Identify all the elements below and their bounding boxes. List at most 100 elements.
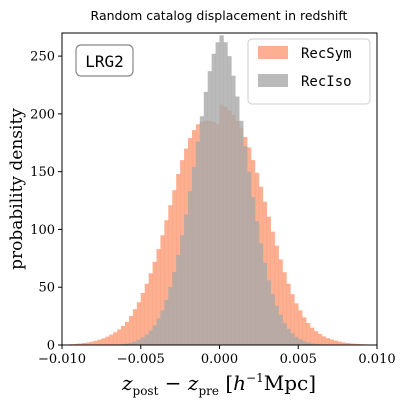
bar-recsym <box>140 293 145 345</box>
bar-recsym <box>321 336 327 345</box>
bar-recsym <box>298 310 303 345</box>
bar-recsym <box>97 339 102 345</box>
bar-recsym <box>89 341 94 345</box>
legend-label-recsym: RecSym <box>301 46 352 62</box>
y-axis-label: probability density <box>7 108 27 270</box>
bar-recsym <box>113 332 118 345</box>
x-label-unit-close: ] <box>308 371 316 395</box>
bar-reciso <box>266 280 271 345</box>
bar-reciso <box>294 336 299 345</box>
bar-reciso <box>199 116 205 345</box>
bar-recsym <box>274 245 279 345</box>
x-tick-label: 0.000 <box>201 352 238 367</box>
bar-reciso <box>262 262 268 345</box>
legend-label-reciso: RecIso <box>301 74 352 90</box>
y-tick-label: 0 <box>47 339 55 354</box>
bar-reciso <box>282 323 287 345</box>
y-tick-label: 100 <box>30 223 55 238</box>
x-label-minus: − <box>158 371 187 395</box>
x-tick-label: −0.010 <box>38 352 86 367</box>
bar-recsym <box>156 249 161 345</box>
bar-reciso <box>156 318 161 345</box>
x-tick-label: −0.005 <box>117 352 165 367</box>
bar-reciso <box>314 343 319 345</box>
bar-recsym <box>164 220 169 345</box>
bar-recsym <box>341 342 346 345</box>
annotation-box: LRG2 <box>75 44 134 77</box>
bar-recsym <box>333 340 338 345</box>
bar-reciso <box>191 167 197 345</box>
bar-reciso <box>247 171 252 345</box>
bar-recsym <box>314 331 319 345</box>
bar-reciso <box>148 330 153 345</box>
bar-recsym <box>85 342 90 345</box>
bar-recsym <box>306 323 311 345</box>
bar-recsym <box>148 273 153 345</box>
bar-recsym <box>302 317 307 345</box>
bar-recsym <box>109 334 114 345</box>
bar-reciso <box>207 71 212 345</box>
bar-recsym <box>101 338 106 345</box>
bar-recsym <box>325 338 331 345</box>
bar-recsym <box>172 190 177 345</box>
bar-reciso <box>219 35 224 346</box>
bar-recsym <box>294 303 299 345</box>
bar-reciso <box>270 294 275 345</box>
x-label-unit-open: [ <box>219 371 233 395</box>
bar-recsym <box>286 283 291 345</box>
bar-reciso <box>227 56 232 345</box>
bar-reciso <box>290 333 295 345</box>
x-label-var-1: z <box>121 371 133 395</box>
bar-reciso <box>164 299 169 345</box>
bar-recsym <box>144 283 149 345</box>
bar-recsym <box>310 327 315 345</box>
bar-recsym <box>278 259 283 345</box>
bar-reciso <box>302 340 307 345</box>
bar-recsym <box>77 343 82 345</box>
bar-reciso <box>140 337 145 345</box>
bar-recsym <box>349 343 354 345</box>
x-tick-label: 0.010 <box>358 352 395 367</box>
annotation-frame <box>75 44 134 77</box>
bar-recsym <box>117 329 122 345</box>
y-tick-label: 150 <box>30 165 55 180</box>
bar-recsym <box>290 294 295 345</box>
y-tick-label: 50 <box>38 281 55 296</box>
bars-layer <box>62 35 378 346</box>
annotation-label: LRG2 <box>85 52 124 71</box>
y-tick-label: 200 <box>30 107 55 122</box>
bar-recsym <box>81 343 86 345</box>
bar-recsym <box>128 316 134 345</box>
bar-recsym <box>152 261 157 345</box>
x-label-unit-mpc: Mpc <box>264 371 308 395</box>
bar-recsym <box>160 235 165 345</box>
series-reciso <box>105 35 338 346</box>
bar-reciso <box>132 341 138 345</box>
bar-reciso <box>243 146 248 345</box>
bar-reciso <box>172 272 177 345</box>
bar-recsym <box>353 343 358 345</box>
bar-recsym <box>105 336 110 345</box>
bar-recsym <box>73 343 79 345</box>
bar-reciso <box>306 342 311 345</box>
x-label-sub-pre: pre <box>198 384 219 398</box>
bar-reciso <box>254 221 260 345</box>
bar-reciso <box>176 254 181 345</box>
bar-reciso <box>168 287 173 345</box>
bar-reciso <box>188 191 193 345</box>
bar-reciso <box>286 328 291 345</box>
bar-reciso <box>310 343 315 345</box>
bar-reciso <box>258 243 264 345</box>
bar-reciso <box>278 314 283 345</box>
x-axis-label: zpost − zpre [h−1Mpc] <box>121 371 316 398</box>
y-tick-label: 250 <box>30 50 55 65</box>
bar-reciso <box>274 305 279 345</box>
bar-recsym <box>93 340 98 345</box>
bar-reciso <box>215 42 220 345</box>
bar-recsym <box>136 302 142 345</box>
bar-reciso <box>235 96 240 345</box>
legend-swatch-recsym <box>258 46 288 59</box>
bar-reciso <box>231 75 236 345</box>
x-label-unit-exp: −1 <box>246 371 264 385</box>
